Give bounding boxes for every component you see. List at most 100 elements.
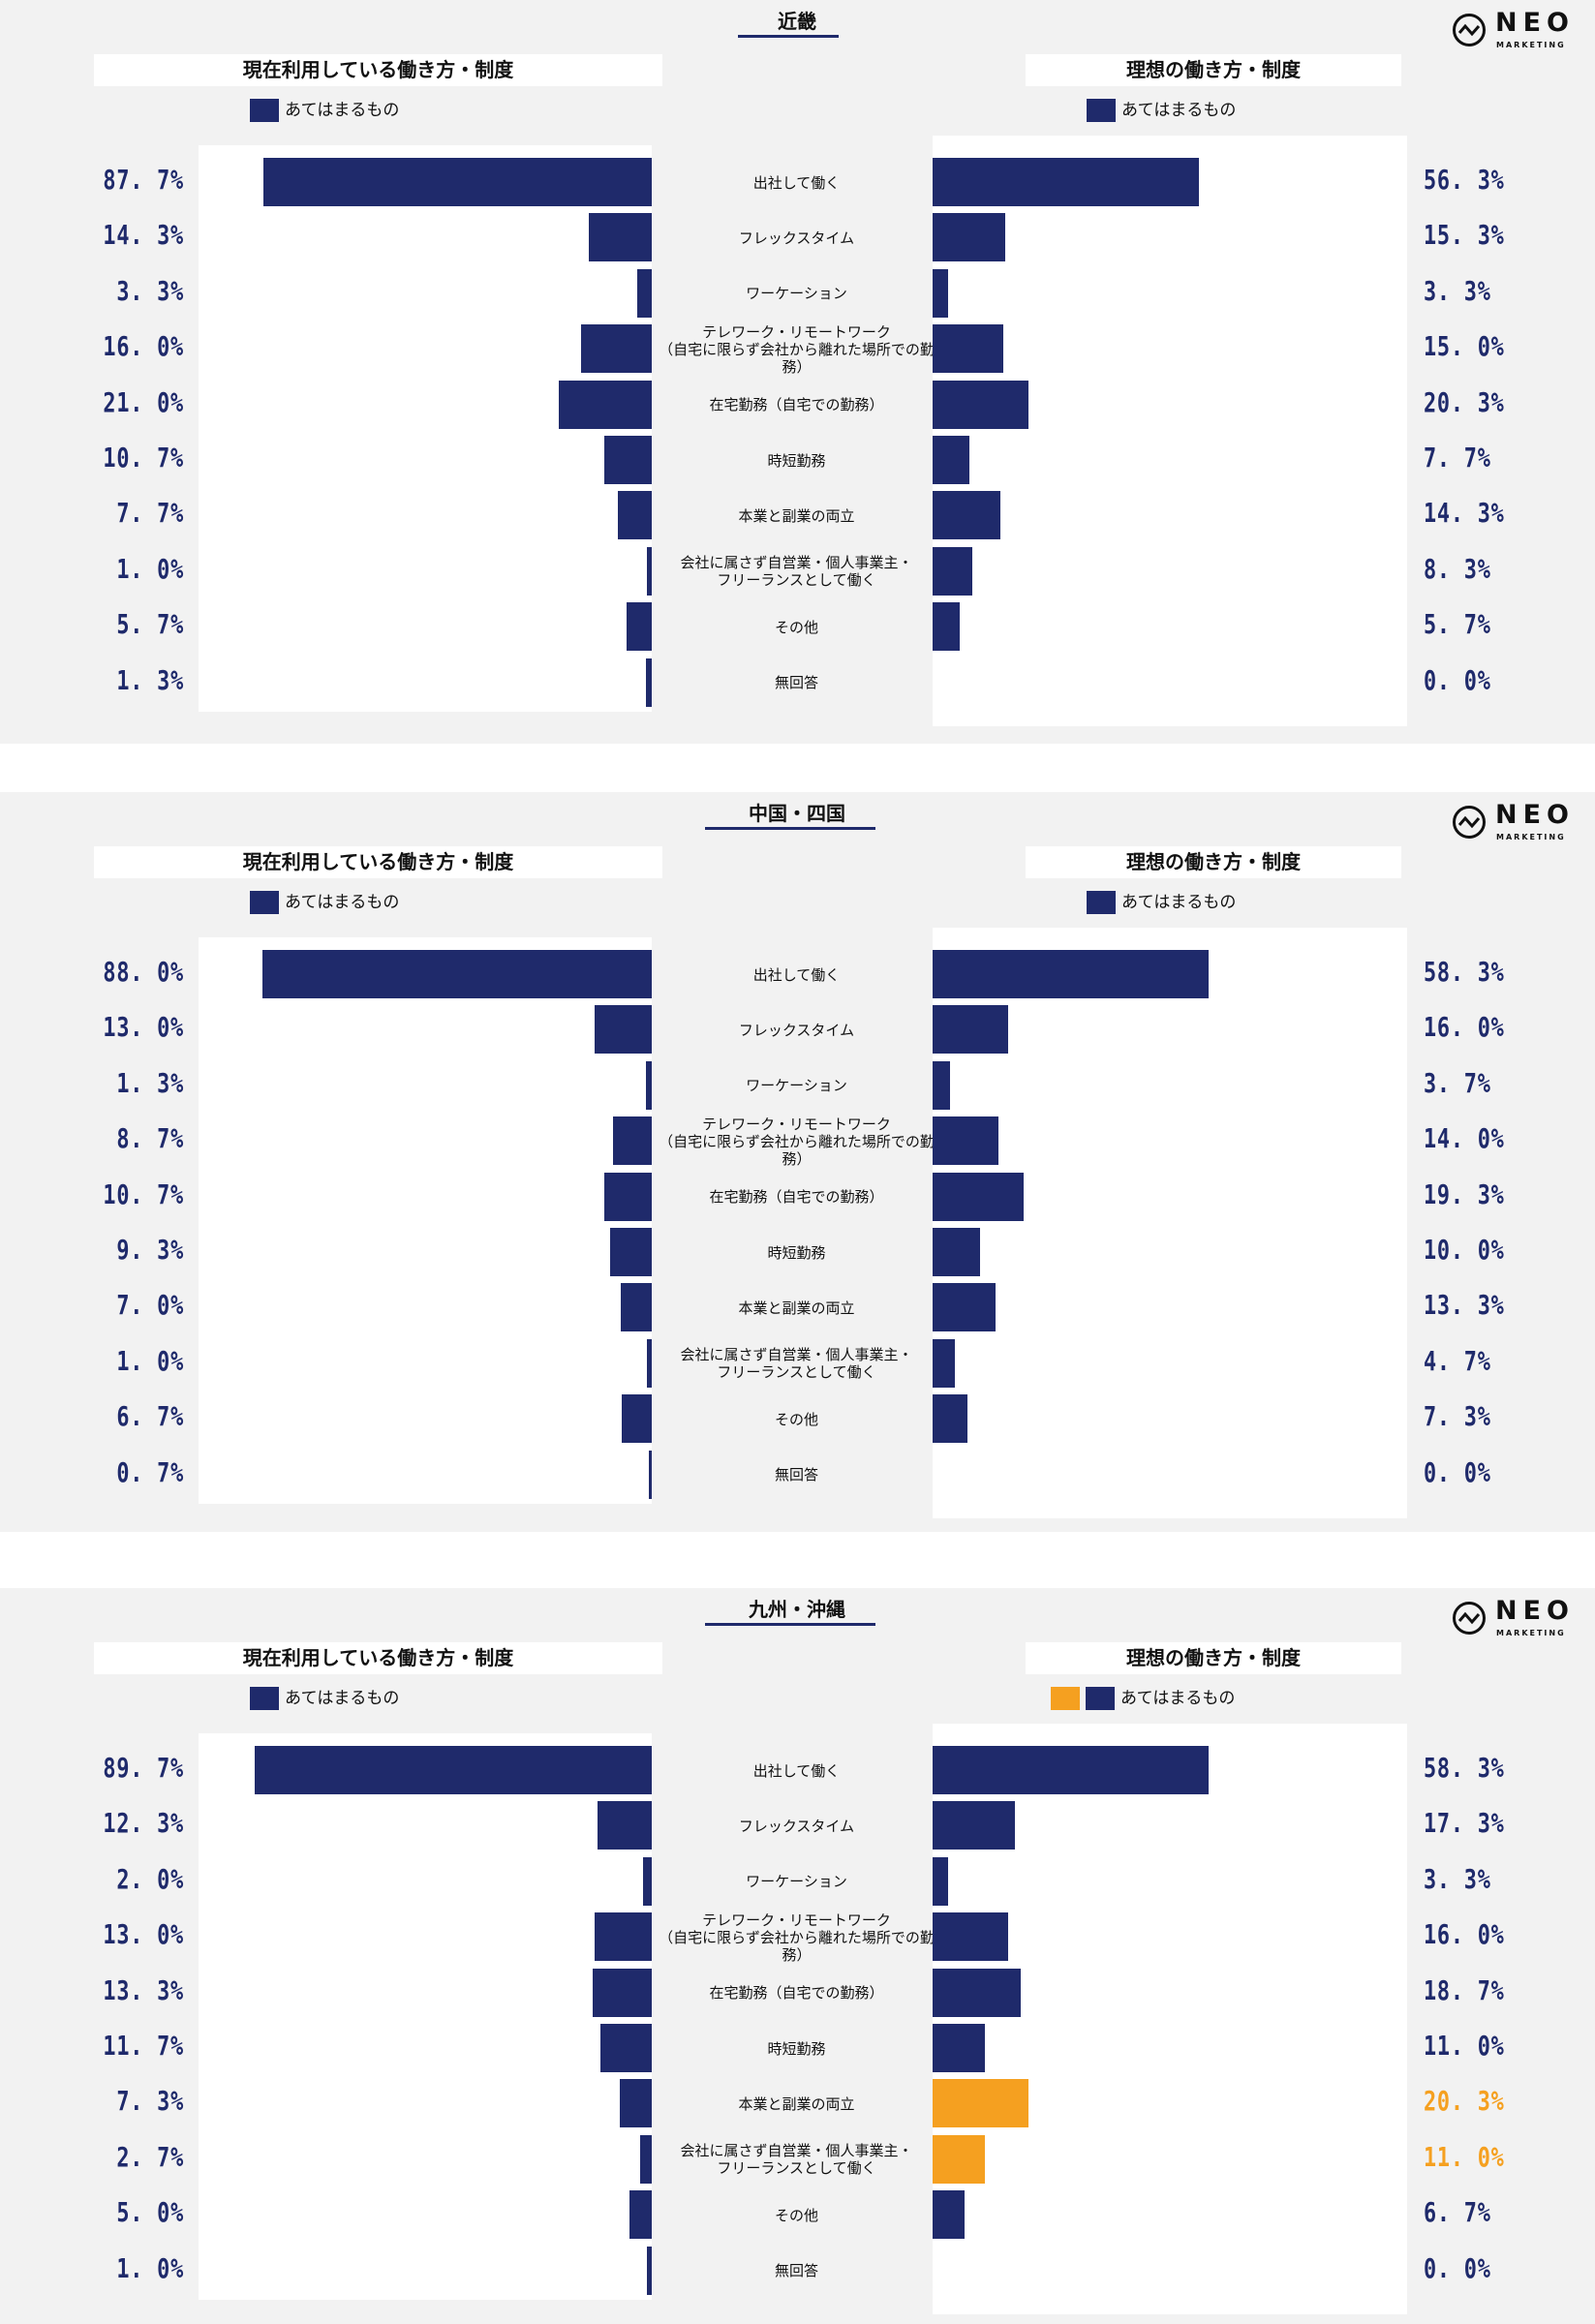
right-bar [933,1856,949,1906]
right-value-label: 56. 3% [1424,164,1505,196]
category-label: 会社に属さず自営業・個人事業主・ フリーランスとして働く [680,1346,913,1382]
left-value-label: 8. 7% [116,1122,184,1155]
right-bar [933,268,949,318]
left-bar [594,1912,652,1962]
left-value-label: 13. 0% [103,1011,184,1044]
right-bar [933,1912,1009,1962]
logo-text: NEO [1495,1596,1575,1626]
left-bar [263,158,652,206]
right-value-label: 16. 0% [1424,1918,1505,1951]
left-chart-title: 現在利用している働き方・制度 [94,1642,662,1674]
right-value-label: 7. 3% [1424,1400,1491,1433]
left-value-label: 10. 7% [103,1177,184,1210]
right-value-label: 14. 0% [1424,1122,1505,1155]
legend-label: あてはまるもの [285,893,400,912]
right-bar [933,950,1209,998]
left-bar [629,2190,652,2240]
neo-marketing-logo: NEO MARKETING [1453,8,1574,58]
left-bar [621,1283,652,1332]
legend-swatch [1087,99,1116,122]
category-label: 時短勤務 [767,451,826,470]
category-label: フレックスタイム [738,1817,855,1835]
logo-circle-icon [1453,806,1486,839]
right-bar [933,380,1029,429]
left-bar [646,1060,652,1110]
left-value-label: 2. 0% [116,1862,184,1895]
left-value-label: 0. 7% [116,1455,184,1488]
logo-subtext: MARKETING [1496,41,1566,49]
category-label: ワーケーション [746,1873,847,1891]
region-title: 中国・四国 [749,802,845,825]
left-bar [646,657,652,707]
left-bar [626,602,652,652]
right-bar [933,158,1200,206]
category-label: 無回答 [774,674,818,692]
category-label: フレックスタイム [738,1021,855,1039]
legend-label: あてはまるもの [285,101,400,120]
legend-swatch [250,891,279,914]
left-bar [580,324,652,374]
left-bar [594,1005,652,1055]
category-label: フレックスタイム [738,229,855,247]
right-value-label: 16. 0% [1424,1011,1505,1044]
left-value-label: 7. 3% [116,2085,184,2118]
title-underline [705,1623,875,1626]
left-bar [261,950,652,998]
right-plot-area [933,928,1407,1518]
right-value-label: 8. 3% [1424,552,1491,585]
left-value-label: 13. 0% [103,1918,184,1951]
left-chart-title: 現在利用している働き方・制度 [94,54,662,86]
left-bar [647,2246,652,2295]
left-bar [636,268,652,318]
right-bar [933,2190,965,2240]
category-label: その他 [774,618,818,636]
left-bar [597,1801,652,1850]
category-label: 出社して働く [752,173,841,192]
right-value-label: 20. 3% [1424,385,1505,418]
right-bar [933,1172,1025,1221]
left-bar [639,2134,652,2184]
left-bar [622,1394,652,1444]
right-value-label: 19. 3% [1424,1177,1505,1210]
left-value-label: 1. 3% [116,1066,184,1099]
left-value-label: 89. 7% [103,1752,184,1784]
left-value-label: 1. 0% [116,2251,184,2284]
logo-wave-icon [1457,23,1481,37]
logo-text: NEO [1495,8,1575,38]
right-value-label: 10. 0% [1424,1234,1505,1266]
right-bar [933,324,1004,374]
right-value-label: 58. 3% [1424,956,1505,988]
left-bar [619,2079,652,2128]
right-value-label: 15. 3% [1424,219,1505,252]
left-value-label: 10. 7% [103,442,184,474]
category-label: 本業と副業の両立 [738,506,855,525]
left-value-label: 2. 7% [116,2140,184,2173]
right-value-label: 3. 7% [1424,1066,1491,1099]
legend-right: あてはまるもの [1087,98,1236,123]
category-label: ワーケーション [746,285,847,303]
right-bar [933,2079,1029,2128]
legend-label: あてはまるもの [285,1689,400,1708]
left-value-label: 12. 3% [103,1807,184,1840]
right-value-label: 18. 7% [1424,1973,1505,2006]
left-value-label: 3. 3% [116,274,184,307]
category-label: 出社して働く [752,965,841,984]
title-underline [738,35,839,38]
left-value-label: 13. 3% [103,1973,184,2006]
logo-wave-icon [1457,815,1481,829]
left-value-label: 1. 0% [116,1344,184,1377]
legend-swatch [1086,1687,1115,1710]
right-bar [933,602,960,652]
left-value-label: 6. 7% [116,1400,184,1433]
region-title: 近畿 [778,10,816,33]
right-chart-title: 理想の働き方・制度 [1026,54,1401,86]
right-value-label: 11. 0% [1424,2030,1505,2062]
category-label: 会社に属さず自営業・個人事業主・ フリーランスとして働く [680,2142,913,2178]
legend-left: あてはまるもの [250,98,399,123]
left-value-label: 87. 7% [103,164,184,196]
left-bar [559,380,652,429]
left-bar [642,1856,652,1906]
left-bar [593,1968,652,2017]
right-bar [933,1968,1022,2017]
left-value-label: 14. 3% [103,219,184,252]
